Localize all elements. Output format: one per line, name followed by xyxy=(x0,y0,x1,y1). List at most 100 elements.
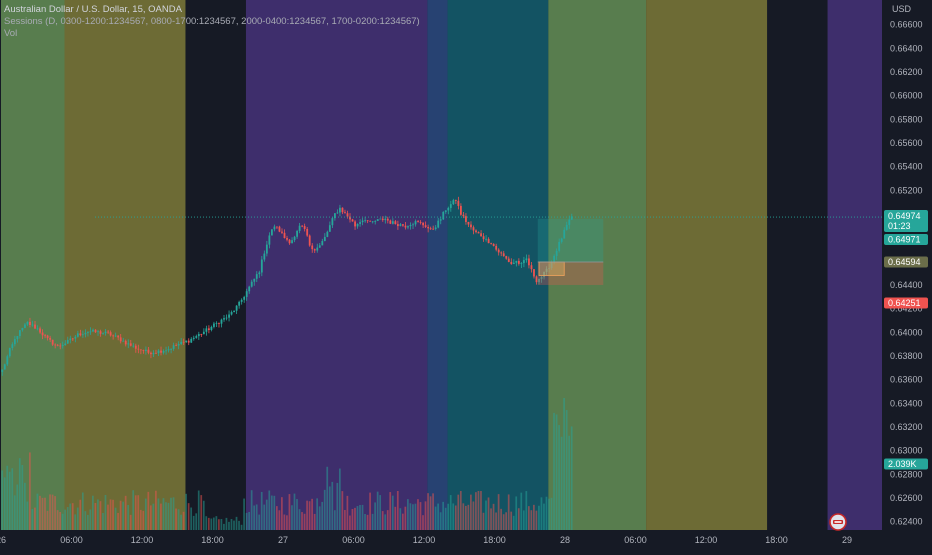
candle xyxy=(144,346,147,355)
loss-zone[interactable] xyxy=(537,262,604,285)
candle-body xyxy=(255,274,258,279)
candle-body xyxy=(223,318,225,320)
candle xyxy=(444,210,447,214)
candle xyxy=(296,229,299,239)
candle xyxy=(412,222,414,229)
candle xyxy=(429,226,432,230)
candle xyxy=(447,206,450,215)
volume-bar xyxy=(447,503,450,530)
candle-body xyxy=(457,200,460,206)
volume-bar xyxy=(11,468,14,530)
volume-bar xyxy=(356,506,359,530)
tradingview-logo-icon[interactable] xyxy=(829,513,847,531)
candle-body xyxy=(311,245,314,250)
time-axis[interactable]: 26 06:00 12:00 18:00 27 06:00 12:00 18:00 28 06:0… xyxy=(0,530,882,550)
volume-bar xyxy=(374,502,376,530)
volume-bar xyxy=(192,515,195,530)
candle-body xyxy=(1,369,4,372)
candle-body xyxy=(444,210,447,212)
time-tick-label: 18:00 xyxy=(483,535,506,545)
candle xyxy=(283,229,286,239)
candle-body xyxy=(200,334,203,335)
candle xyxy=(434,225,437,231)
candle xyxy=(218,322,220,328)
volume-bar xyxy=(399,508,402,530)
volume-bar xyxy=(457,494,460,530)
entry-price-tag[interactable]: 0.64594 xyxy=(884,256,928,268)
candle-body xyxy=(112,335,115,337)
candle xyxy=(336,209,339,214)
candle xyxy=(122,337,125,342)
candle-body xyxy=(487,238,490,244)
volume-bar xyxy=(218,519,220,530)
candle xyxy=(197,331,200,340)
candle xyxy=(359,219,362,227)
time-tick-label: 28 xyxy=(560,535,570,545)
candle-body xyxy=(41,332,44,336)
volume-bar xyxy=(119,500,122,530)
candle xyxy=(205,325,208,336)
volume-bar xyxy=(31,508,34,530)
volume-bar xyxy=(477,490,480,530)
price-axis-background[interactable] xyxy=(882,0,932,550)
volume-bar xyxy=(432,493,434,530)
candle xyxy=(391,218,394,225)
volume-bar xyxy=(470,494,472,530)
candle xyxy=(351,218,354,222)
volume-bar xyxy=(92,495,94,530)
volume-bar xyxy=(177,509,180,530)
candle-body xyxy=(354,221,356,227)
volume-bar xyxy=(308,501,311,530)
candle-body xyxy=(555,250,558,256)
volume-bar xyxy=(369,492,371,530)
candle xyxy=(482,233,485,242)
candle-body xyxy=(359,222,362,224)
candle xyxy=(6,354,9,366)
candle-body xyxy=(39,328,41,333)
candle xyxy=(102,332,104,335)
volume-bar xyxy=(240,524,243,530)
volume-bar xyxy=(46,510,49,530)
volume-bar xyxy=(263,504,266,530)
volume-bar xyxy=(389,492,392,530)
candle xyxy=(502,250,505,257)
volume-bar xyxy=(346,495,349,530)
candle xyxy=(510,258,513,265)
candle-body xyxy=(49,337,52,340)
volume-bar xyxy=(248,512,250,530)
volume-bar xyxy=(313,513,316,530)
candle xyxy=(394,219,397,225)
secondary-price-tag[interactable]: 0.64971 xyxy=(884,234,928,245)
stop-price-tag[interactable]: 0.64251 xyxy=(884,297,928,309)
volume-bar xyxy=(520,492,523,530)
volume-bar xyxy=(427,493,429,530)
price-tick-label: 0.66000 xyxy=(890,91,923,101)
candle-body xyxy=(550,261,553,268)
volume-bar xyxy=(185,493,187,530)
active-trade-box[interactable] xyxy=(538,261,565,276)
volume-bar xyxy=(220,519,223,530)
volume-bar xyxy=(533,504,535,530)
candle xyxy=(389,219,392,225)
candle-body xyxy=(235,305,238,311)
candle xyxy=(59,343,62,350)
candle xyxy=(396,220,399,230)
candle-body xyxy=(94,329,97,333)
volume-bar xyxy=(210,518,213,530)
volume-bar xyxy=(462,503,465,530)
volume-bar xyxy=(459,490,462,530)
time-axis-background[interactable] xyxy=(0,530,882,550)
candle-body xyxy=(570,216,573,220)
candle-body xyxy=(432,228,435,230)
candle xyxy=(74,335,77,343)
profit-zone[interactable] xyxy=(537,218,604,263)
price-tick-label: 0.63200 xyxy=(890,422,923,432)
long-position-tool[interactable] xyxy=(537,218,604,285)
volume-bar xyxy=(26,501,29,530)
volume-bar xyxy=(69,503,72,530)
candle xyxy=(223,315,225,322)
volume-value-tag[interactable]: 2.039K xyxy=(884,458,928,470)
